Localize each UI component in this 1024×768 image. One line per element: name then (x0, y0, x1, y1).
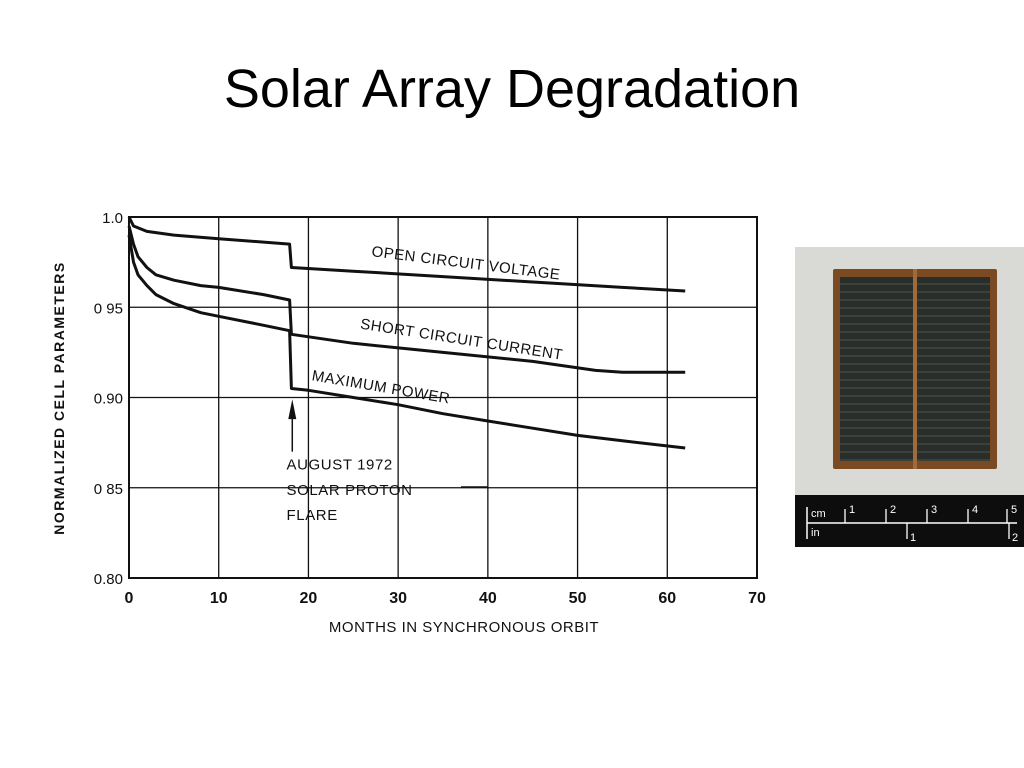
series-label: SHORT CIRCUIT CURRENT (359, 316, 564, 364)
x-tick-label: 30 (389, 590, 407, 607)
x-tick-label: 40 (479, 590, 497, 607)
flare-annotation-line: FLARE (286, 507, 337, 524)
x-tick-label: 20 (300, 590, 318, 607)
flare-annotation-line: AUGUST 1972 (286, 457, 392, 474)
x-axis-label: MONTHS IN SYNCHRONOUS ORBIT (329, 619, 599, 636)
slide-title: Solar Array Degradation (223, 59, 801, 119)
series-layer (127, 216, 686, 450)
ruler-cm-tick-label: 1 (849, 504, 855, 516)
ruler-cm-tick-label: 3 (931, 504, 937, 516)
ruler-cm-label: cm (811, 508, 826, 520)
flare-annotation-line: SOLAR PROTON (286, 482, 412, 499)
solar-cell-photo: cm in 1 2 3 4 5 1 2 (795, 247, 1024, 547)
ruler-ticks: 1 2 3 4 5 1 2 (844, 504, 1018, 544)
y-tick-label: 0.80 (94, 571, 123, 588)
flare-arrow-head (288, 399, 297, 420)
y-tick-label: 1.0 (102, 210, 123, 227)
ruler-in-tick-label: 2 (1012, 532, 1018, 544)
x-tick-label: 70 (748, 590, 766, 607)
degradation-chart: 0 10 20 30 40 50 60 70 0.80 0 85 0.90 0 95 1.0 OPEN … (40, 200, 780, 650)
ruler-cm-tick-label: 2 (890, 504, 896, 516)
x-tick-label: 60 (658, 590, 676, 607)
series-line (127, 216, 686, 293)
x-tick-label: 50 (569, 590, 587, 607)
x-tick-label: 0 (125, 590, 134, 607)
chart-svg: 0 10 20 30 40 50 60 70 0.80 0 85 0.90 0 95 1.0 OPEN … (51, 210, 766, 636)
y-tick-label: 0 85 (94, 481, 123, 498)
ruler-cm-tick-label: 5 (1011, 504, 1017, 516)
grid-layer: 0 10 20 30 40 50 60 70 0.80 0 85 0.90 0 95 1.0 (94, 210, 766, 607)
scale-ruler: cm in 1 2 3 4 5 1 2 (795, 495, 1024, 547)
solar-cell (833, 269, 997, 469)
y-axis-label: NORMALIZED CELL PARAMETERS (51, 261, 67, 534)
series-line (127, 225, 686, 374)
ruler-in-tick-label: 1 (910, 532, 916, 544)
ruler-svg: cm in 1 2 3 4 5 1 2 (806, 504, 1018, 544)
y-tick-label: 0.90 (94, 391, 123, 408)
series-line (127, 234, 686, 450)
x-tick-label: 10 (210, 590, 228, 607)
ruler-in-label: in (811, 527, 820, 539)
ruler-cm-tick-label: 4 (972, 504, 978, 516)
y-tick-label: 0 95 (94, 300, 123, 317)
solar-cell-busbar (913, 269, 917, 469)
